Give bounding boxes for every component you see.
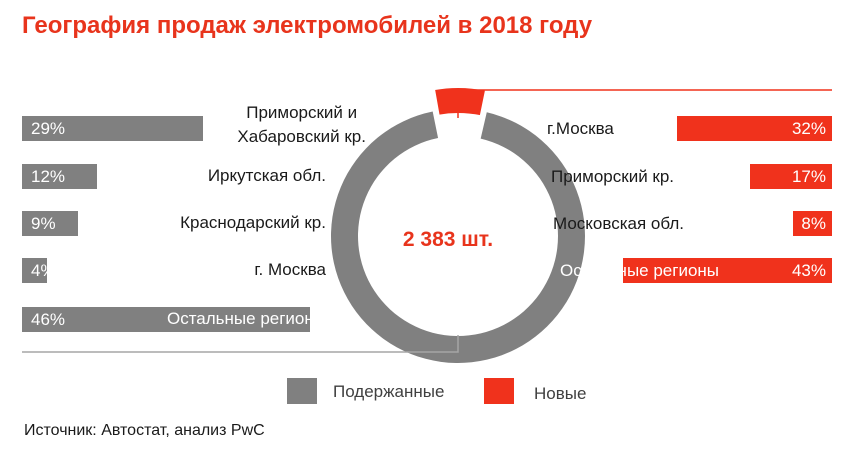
source-note: Источник: Автостат, анализ PwC (24, 422, 265, 439)
new-region-label: г.Москва (547, 119, 614, 138)
donut-total-label: 2 383 шт. (403, 228, 493, 251)
new-bar (793, 211, 832, 236)
new-bar (676, 116, 832, 141)
donut-label-used: 94% (415, 313, 445, 330)
used-bar-value: 4% (31, 261, 56, 280)
new-region-label: Московская обл. (553, 214, 684, 233)
used-region-label: Остальные регионы (166, 309, 326, 328)
used-bar-value: 46% (31, 310, 66, 329)
new-bar-value: 8% (801, 214, 826, 233)
connector-line-new (457, 89, 832, 118)
new-bar (749, 164, 832, 189)
used-bar-value: 9% (31, 214, 56, 233)
used-bar-value: 12% (31, 167, 66, 186)
legend-used-swatch (287, 378, 317, 404)
used-bar (22, 258, 47, 283)
used-bar-value: 29% (31, 119, 66, 138)
used-bar (22, 116, 204, 141)
new-bar (623, 258, 832, 283)
legend-new-label: Новые (534, 384, 587, 403)
legend-used-label: Подержанные (333, 382, 445, 401)
connector-line-used (22, 335, 459, 353)
used-region-label: Краснодарский кр. (180, 213, 326, 232)
donut-slice-new (432, 86, 488, 118)
new-bar-value: 43% (791, 261, 826, 280)
new-region-label: Остальные регионы (560, 261, 720, 280)
new-bar-value: 17% (791, 167, 826, 186)
new-region-label: Приморский кр. (551, 167, 675, 186)
used-bar (22, 307, 310, 332)
used-bar (22, 211, 79, 236)
used-bar (22, 164, 97, 189)
chart-title: География продаж электромобилей в 2018 г… (22, 12, 593, 39)
used-region-label: Приморский и Хабаровский кр. (237, 103, 366, 146)
new-bar-value: 32% (791, 119, 826, 138)
used-region-label: г. Москва (254, 260, 326, 279)
legend-new-swatch (484, 378, 514, 404)
used-region-label: Иркутская обл. (207, 166, 326, 185)
donut-label-new: 6% (442, 129, 464, 146)
